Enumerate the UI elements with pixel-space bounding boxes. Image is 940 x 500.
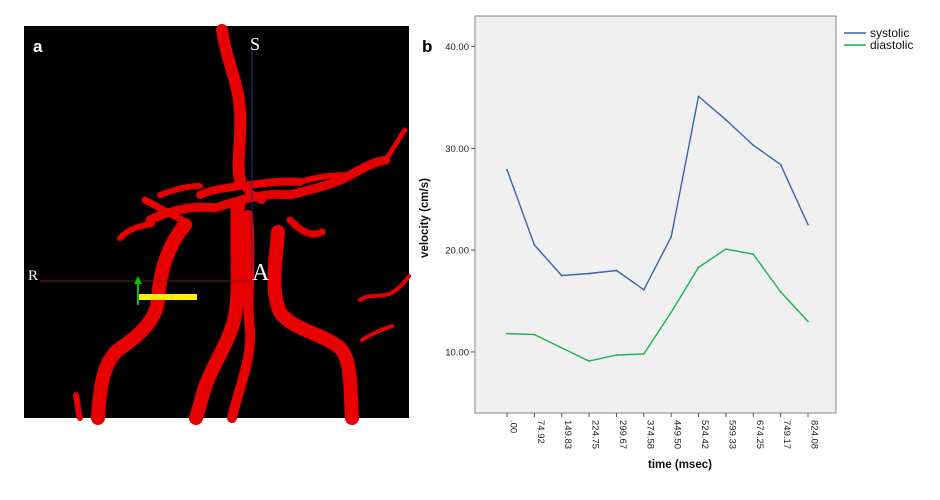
x-tick-label: 599.33 [726, 420, 737, 449]
velocity-chart: b 10.00 20.00 30.00 40.00 .00 74.92 149.83 224… [419, 15, 913, 471]
x-tick-label: 149.83 [562, 420, 573, 449]
data-point-diastolic [642, 353, 645, 355]
data-point-systolic [642, 288, 645, 291]
arrow-head-icon [134, 276, 142, 284]
y-tick-label: 30.00 [445, 144, 469, 155]
panel-label-b: b [422, 37, 432, 56]
y-axis-title: velocity (cm/s) [419, 178, 431, 258]
x-tick-label: 674.25 [754, 420, 765, 449]
x-tick-label: 524.42 [699, 420, 710, 449]
x-tick-label: 224.75 [590, 420, 601, 449]
x-axis-title: time (msec) [648, 459, 712, 471]
series-line-systolic [506, 95, 809, 291]
data-point-systolic [670, 235, 673, 238]
data-point-diastolic [807, 320, 809, 323]
plot-area [474, 15, 837, 414]
x-tick-label: 74.92 [535, 420, 546, 444]
orientation-label-superior: S [250, 34, 260, 54]
data-point-diastolic [752, 253, 755, 256]
data-point-systolic [506, 168, 508, 171]
y-tick-label: 20.00 [445, 246, 469, 257]
data-point-systolic [725, 118, 727, 121]
data-point-diastolic [615, 354, 618, 356]
data-point-diastolic [560, 346, 563, 349]
x-tick-label: 374.58 [644, 420, 655, 449]
y-tick-label: 10.00 [445, 347, 469, 358]
data-point-diastolic [779, 290, 782, 293]
panel-label-a: a [33, 37, 43, 56]
data-point-systolic [560, 274, 563, 277]
data-point-diastolic [725, 248, 727, 251]
y-tick-label: 40.00 [445, 42, 469, 53]
x-tick-label: 824.08 [809, 420, 820, 449]
orientation-label-anterior: A [252, 260, 270, 286]
data-point-diastolic [697, 266, 700, 269]
orientation-label-right: R [28, 268, 38, 284]
series-lines [506, 95, 809, 362]
data-point-diastolic [533, 333, 536, 336]
data-point-diastolic [506, 332, 508, 335]
data-point-systolic [588, 272, 590, 275]
angiography-panel: S R A a [24, 24, 411, 425]
y-axis: 10.00 20.00 30.00 40.00 [445, 42, 475, 358]
legend-label-systolic: systolic [870, 26, 909, 40]
data-point-systolic [533, 244, 536, 246]
data-point-diastolic [588, 360, 590, 362]
data-point-systolic [752, 144, 755, 147]
x-axis: .00 74.92 149.83 224.75 299.67 374.58 449.50 52… [506, 413, 820, 449]
data-point-systolic [697, 95, 700, 98]
x-tick-label: 749.17 [781, 420, 792, 449]
measurement-plane-marker [139, 294, 197, 300]
vessel-rendering [73, 24, 411, 425]
x-tick-label: 299.67 [617, 420, 628, 449]
data-point-systolic [615, 269, 618, 272]
x-tick-label: .00 [508, 420, 519, 433]
data-point-systolic [779, 163, 782, 166]
data-point-diastolic [670, 311, 673, 314]
series-line-diastolic [506, 248, 809, 362]
legend-label-diastolic: diastolic [870, 38, 913, 52]
x-tick-label: 449.50 [672, 420, 683, 449]
legend: systolic diastolic [844, 26, 913, 52]
data-point-systolic [807, 223, 809, 226]
